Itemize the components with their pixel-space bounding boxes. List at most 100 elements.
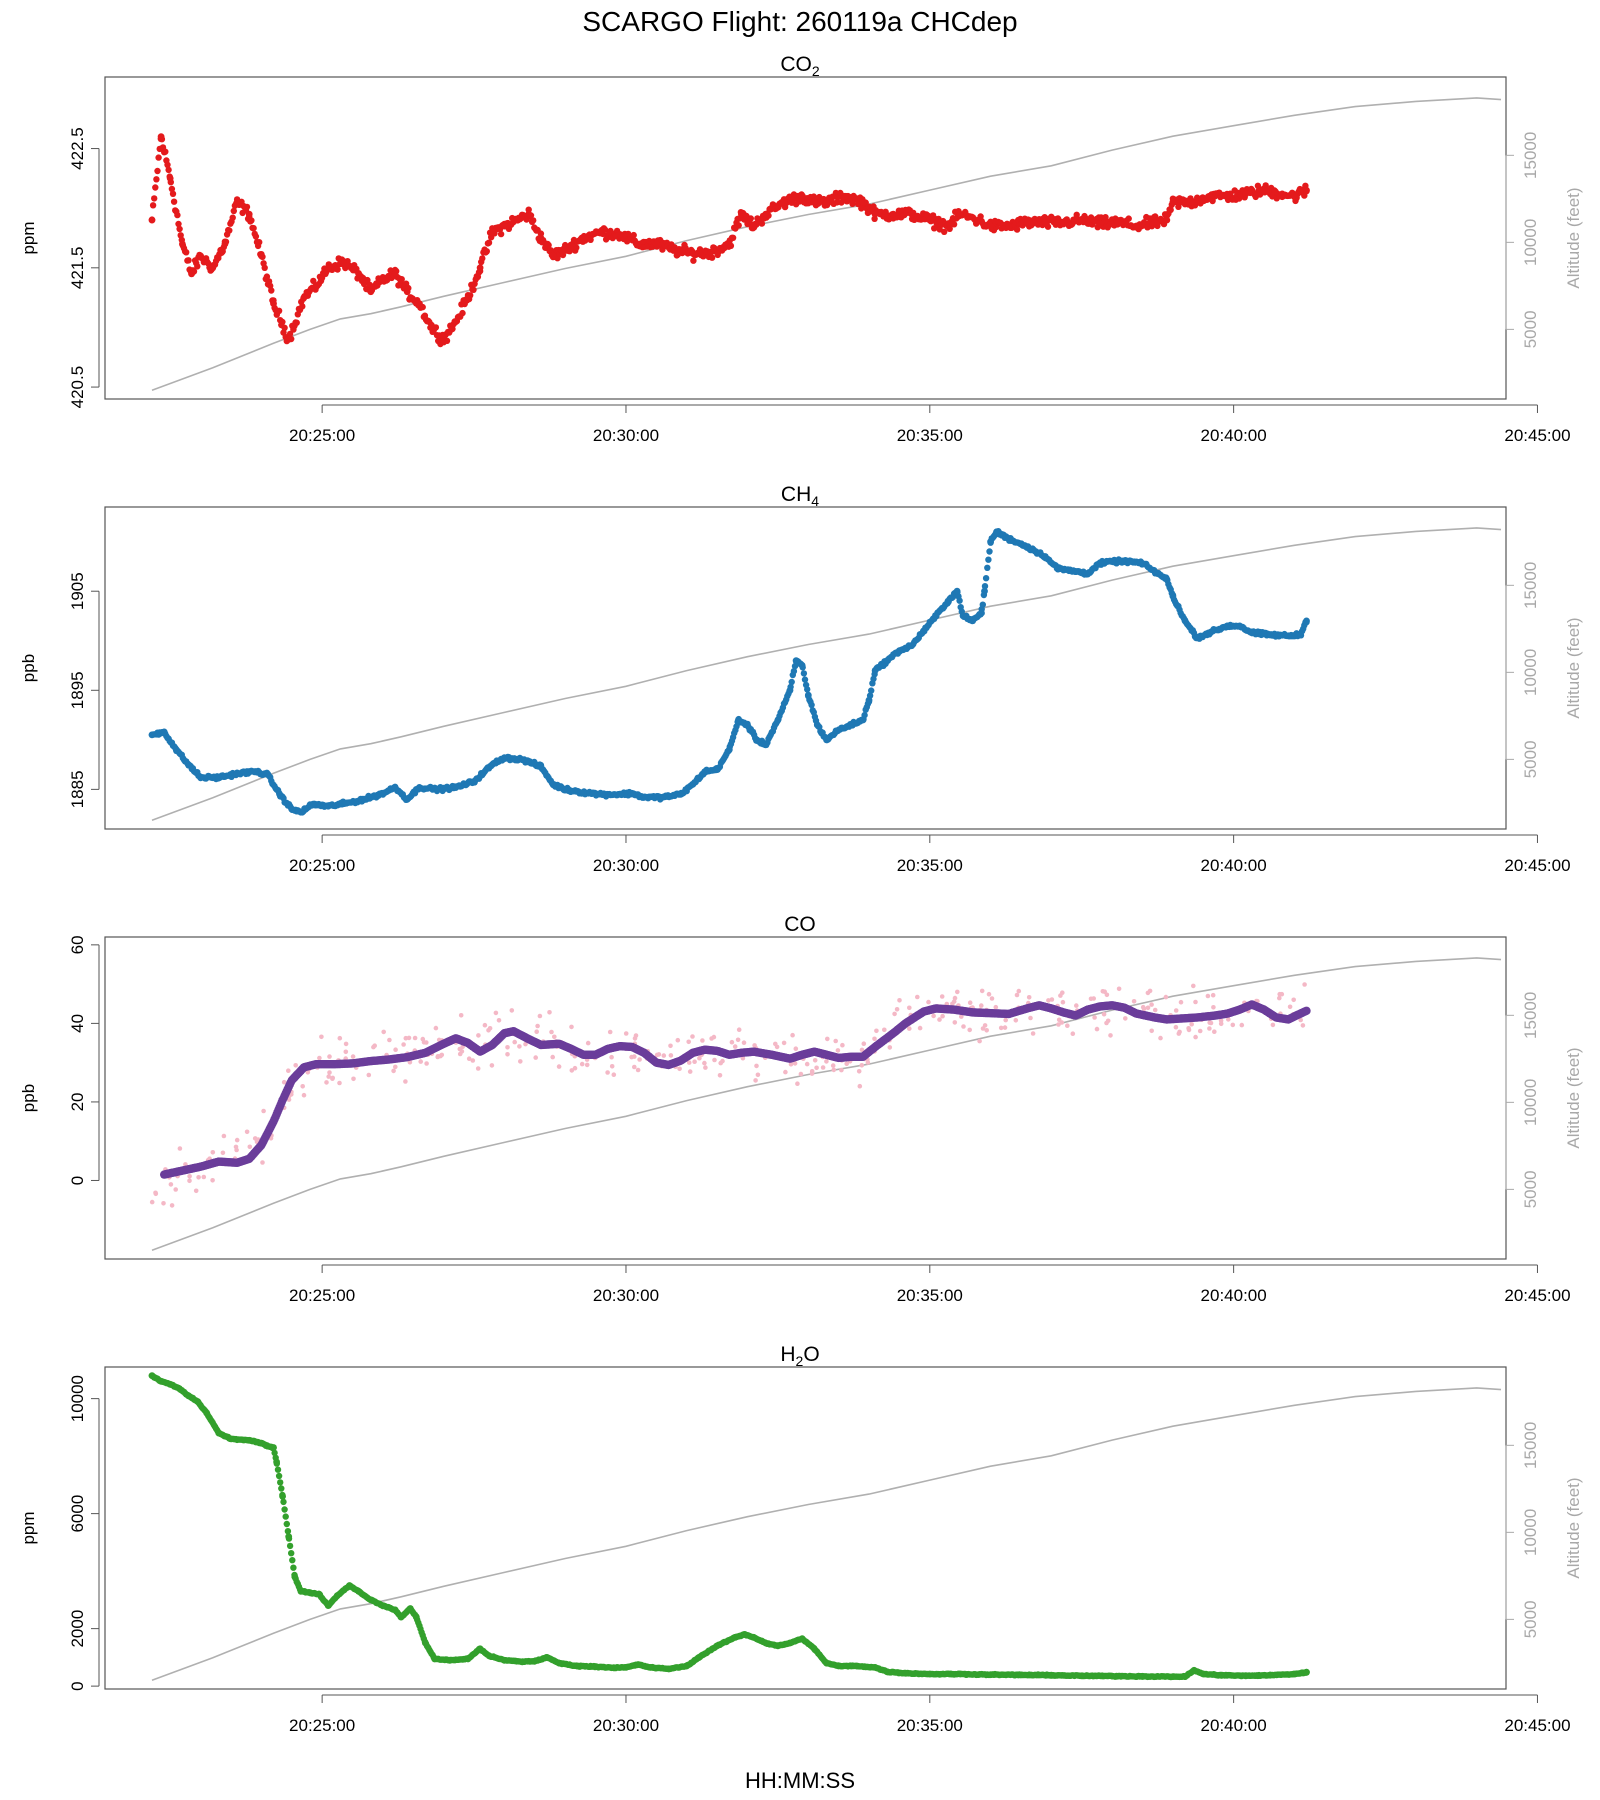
data-point xyxy=(1173,1008,1179,1013)
plot-frame-co xyxy=(104,936,1507,1260)
data-point xyxy=(275,1472,283,1480)
data-point xyxy=(984,564,991,571)
data-point xyxy=(896,647,903,655)
panel-title-main: CO xyxy=(784,913,816,936)
data-point xyxy=(1193,1034,1198,1040)
panel-title-sub: 4 xyxy=(811,493,819,509)
data-point xyxy=(297,808,305,816)
data-point xyxy=(179,240,186,248)
data-point xyxy=(609,1054,614,1060)
data-point xyxy=(153,1191,159,1197)
data-point xyxy=(872,1036,877,1042)
altitude-tick-label: 15000 xyxy=(1521,1422,1540,1469)
data-point xyxy=(243,203,251,211)
data-point xyxy=(340,258,347,266)
panel-title-main: CH xyxy=(781,483,811,506)
data-point xyxy=(1224,192,1231,200)
y-tick-label: 6000 xyxy=(68,1495,87,1533)
data-point xyxy=(1049,997,1055,1002)
data-point xyxy=(188,270,195,278)
data-point xyxy=(512,1039,517,1045)
data-point xyxy=(1167,206,1174,214)
data-point xyxy=(247,1144,253,1150)
data-point xyxy=(421,1040,427,1045)
data-point xyxy=(985,556,992,563)
data-point xyxy=(824,1059,829,1064)
data-point xyxy=(457,1046,463,1052)
data-point xyxy=(950,221,958,228)
data-point xyxy=(740,1055,746,1061)
data-point xyxy=(1072,568,1079,575)
data-point xyxy=(628,789,636,797)
data-point xyxy=(605,1070,610,1075)
data-point xyxy=(549,1029,554,1035)
data-point xyxy=(632,1036,638,1041)
data-point xyxy=(1102,214,1109,221)
data-point xyxy=(220,1150,226,1156)
altitude-tick-label: 10000 xyxy=(1521,1509,1540,1556)
x-tick-label: 20:40:00 xyxy=(1201,1286,1267,1305)
data-point xyxy=(274,1466,282,1473)
data-point xyxy=(1291,192,1298,200)
data-point xyxy=(1248,629,1256,637)
data-point xyxy=(215,774,223,781)
data-point xyxy=(233,198,241,206)
data-point xyxy=(1187,198,1195,206)
data-point xyxy=(530,217,537,224)
data-point xyxy=(256,239,263,246)
data-point xyxy=(1005,222,1013,230)
data-point xyxy=(762,741,770,749)
data-point xyxy=(209,264,217,272)
data-point xyxy=(1169,198,1177,206)
data-point xyxy=(859,1047,865,1053)
data-point xyxy=(1073,211,1080,218)
data-point xyxy=(379,789,387,797)
data-point xyxy=(149,1199,155,1205)
data-point xyxy=(1191,983,1196,989)
data-point xyxy=(741,1040,747,1045)
data-point xyxy=(717,1073,723,1078)
data-point xyxy=(632,1054,637,1059)
data-point xyxy=(275,307,283,314)
data-point xyxy=(1016,988,1022,994)
data-point xyxy=(525,210,533,218)
data-point xyxy=(986,548,993,555)
x-tick-label: 20:40:00 xyxy=(1201,856,1267,875)
data-point xyxy=(955,989,960,995)
data-point xyxy=(894,1007,900,1012)
series-co-smoothed xyxy=(160,1000,1311,1179)
data-point xyxy=(735,222,742,229)
data-point xyxy=(221,1133,227,1139)
data-point xyxy=(959,612,967,620)
data-point xyxy=(435,1054,441,1060)
data-point xyxy=(847,721,855,729)
data-point xyxy=(585,1040,591,1046)
data-point xyxy=(509,1008,515,1013)
altitude-tick-label: 15000 xyxy=(1521,132,1540,179)
x-tick-label: 20:25:00 xyxy=(289,856,355,875)
data-point xyxy=(823,198,830,206)
data-point xyxy=(1270,1022,1276,1028)
data-point xyxy=(569,1024,574,1030)
y-tick-label: 1905 xyxy=(68,572,87,610)
data-point xyxy=(361,795,369,803)
data-point xyxy=(1013,226,1021,233)
data-point xyxy=(1181,617,1189,625)
panel-title-ch4: CH4 xyxy=(781,483,819,509)
data-point xyxy=(550,1054,555,1060)
data-point xyxy=(1054,565,1061,572)
data-point xyxy=(689,781,697,788)
data-point xyxy=(1277,995,1282,1001)
data-point xyxy=(452,784,460,791)
data-point xyxy=(149,202,157,209)
data-point xyxy=(1078,216,1086,224)
data-point xyxy=(393,1047,398,1052)
data-point xyxy=(1014,992,1020,998)
data-point xyxy=(312,282,320,290)
data-point xyxy=(513,216,520,224)
data-point xyxy=(403,288,411,296)
data-point xyxy=(640,793,648,801)
y-axis-title-ch4: ppb xyxy=(19,654,38,682)
data-point xyxy=(792,1061,798,1066)
